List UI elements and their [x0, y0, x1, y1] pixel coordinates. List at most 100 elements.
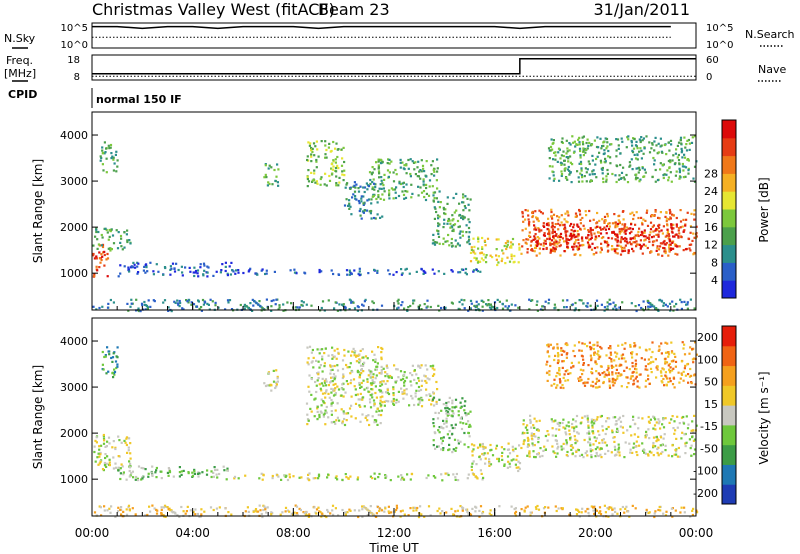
velocity-cell [514, 510, 518, 513]
velocity-panel [91, 317, 697, 517]
power-cell [362, 203, 365, 206]
velocity-cell [380, 509, 384, 512]
power-cell [362, 195, 365, 198]
velocity-cell [629, 343, 632, 347]
velocity-cell [681, 341, 684, 344]
power-cell [602, 177, 605, 180]
velocity-cell [656, 451, 659, 454]
power-cell [362, 202, 365, 205]
velocity-cell [571, 426, 574, 429]
velocity-cell [418, 379, 421, 382]
velocity-cell [425, 381, 428, 384]
velocity-cell [461, 397, 464, 400]
power-cell [569, 171, 572, 175]
power-cell [662, 302, 665, 305]
power-cell [606, 215, 609, 218]
power-cell [510, 241, 513, 244]
power-cell [357, 190, 361, 193]
power-cell [348, 204, 351, 207]
velocity-cell [420, 405, 424, 408]
power-cell [496, 298, 499, 301]
velocity-cell [386, 391, 389, 394]
velocity-cell [650, 451, 653, 454]
power-cell [192, 303, 196, 306]
velocity-cell [201, 471, 204, 474]
power-cell [401, 190, 404, 193]
velocity-cell [346, 511, 349, 514]
power-cell [583, 175, 586, 178]
velocity-cell [595, 377, 598, 380]
velocity-cell [478, 509, 481, 512]
power-cell [658, 230, 661, 233]
velocity-colorbar-swatch [722, 385, 736, 406]
velocity-cell [429, 394, 432, 397]
power-cell [659, 168, 662, 171]
power-cell [672, 240, 675, 243]
power-cell [105, 171, 108, 174]
power-cell [312, 142, 316, 145]
velocity-cell [537, 441, 540, 444]
velocity-cell [108, 461, 111, 464]
power-cell [479, 270, 482, 273]
velocity-cell [319, 387, 322, 390]
power-cell [550, 239, 554, 242]
velocity-cell [623, 456, 626, 459]
velocity-cell [111, 356, 115, 359]
power-cell [400, 304, 403, 307]
power-cell [455, 192, 458, 195]
power-cell [622, 176, 625, 179]
velocity-colorbar-swatch [722, 444, 736, 465]
power-cell [335, 142, 338, 145]
power-cell [449, 222, 452, 225]
power-cell [620, 236, 623, 239]
power-cell [381, 193, 384, 196]
velocity-cell [392, 397, 395, 401]
power-cell [639, 140, 642, 144]
velocity-cell [556, 442, 559, 445]
velocity-cell [446, 406, 449, 410]
power-cell [117, 275, 120, 278]
power-ytick-label: 1000 [60, 267, 88, 280]
power-cell [315, 140, 318, 143]
velocity-cell [281, 511, 284, 514]
velocity-cell [344, 473, 347, 476]
power-cell [95, 308, 98, 311]
velocity-cell [479, 505, 483, 508]
power-cell [350, 272, 353, 276]
power-cell [207, 303, 210, 306]
power-cell [592, 253, 595, 256]
velocity-cell [119, 472, 122, 475]
velocity-cell [106, 346, 109, 349]
power-cell [178, 299, 181, 303]
power-cell [107, 238, 110, 241]
power-cell [346, 182, 349, 185]
velocity-cell [689, 447, 692, 450]
power-cell [404, 196, 408, 199]
velocity-cell [610, 506, 613, 509]
velocity-cell [599, 510, 602, 513]
power-cell [643, 168, 646, 171]
power-cell [514, 304, 517, 307]
velocity-cell [432, 422, 435, 425]
power-cell [412, 161, 416, 164]
velocity-cell [323, 379, 326, 382]
freq-right-tick-bottom: 0 [706, 72, 712, 83]
power-cell [121, 248, 124, 251]
velocity-cell [366, 380, 369, 383]
power-cell [437, 200, 440, 203]
power-cell [334, 301, 337, 304]
velocity-cell [595, 418, 599, 421]
velocity-cell [271, 477, 274, 480]
power-cell [614, 174, 617, 177]
power-cell [506, 243, 509, 246]
velocity-cell [670, 351, 674, 354]
power-cell [95, 265, 98, 268]
velocity-cell [349, 475, 352, 478]
velocity-cell [520, 446, 523, 450]
power-cell [380, 179, 383, 182]
velocity-cell [370, 393, 373, 397]
power-cell [631, 237, 634, 240]
power-cell [577, 234, 580, 237]
velocity-cell [341, 376, 344, 380]
power-cell [657, 248, 661, 251]
